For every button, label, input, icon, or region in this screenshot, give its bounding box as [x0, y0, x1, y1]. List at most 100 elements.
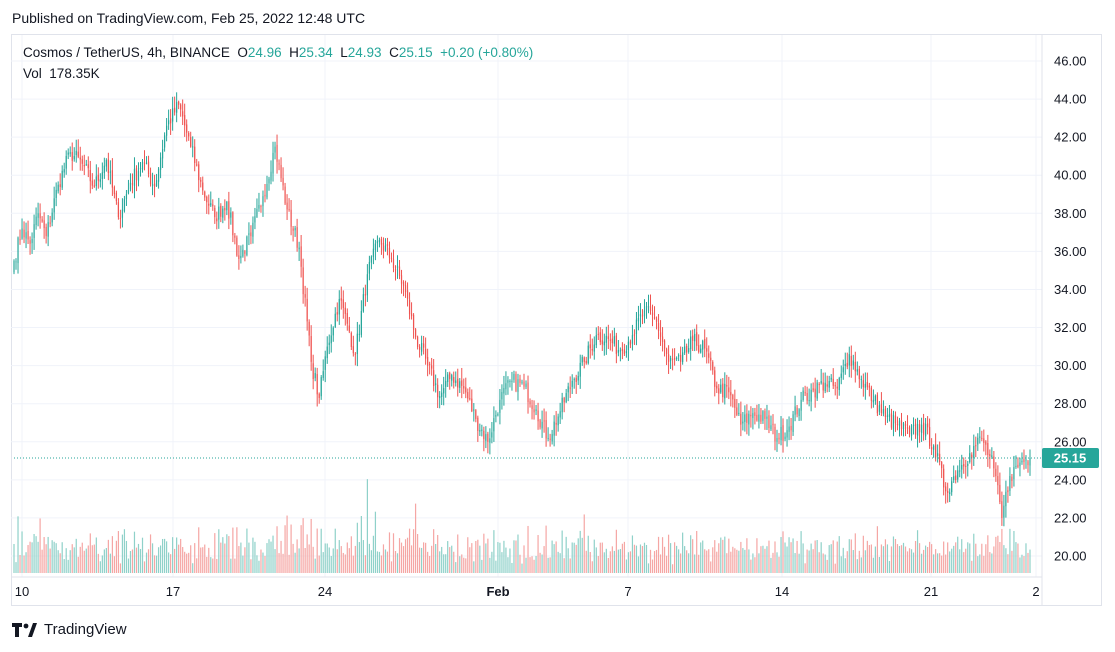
volume-bar [768, 540, 770, 573]
volume-bar [539, 552, 541, 573]
volume-bar [752, 553, 754, 573]
volume-bar [449, 547, 451, 573]
candle-body [25, 232, 27, 239]
candle-body [589, 344, 591, 349]
candle-body [858, 368, 860, 380]
candle-body [246, 236, 248, 255]
candle-body [469, 398, 471, 400]
volume-bar [878, 556, 881, 573]
candle-body [431, 365, 433, 369]
tradingview-logo-icon[interactable] [12, 622, 38, 638]
volume-bar [284, 525, 286, 573]
volume-bar [985, 544, 987, 573]
candle-body [943, 468, 945, 488]
volume-bar [455, 562, 457, 573]
candle-body [376, 241, 379, 244]
volume-bar [159, 545, 162, 573]
volume-bar [324, 543, 326, 573]
volume-bar [230, 558, 232, 573]
chart-frame[interactable] [11, 34, 1102, 606]
volume-bar [340, 546, 342, 573]
candle-body [549, 438, 551, 440]
volume-bar [914, 540, 917, 573]
candle-body [360, 310, 362, 335]
volume-bar [507, 557, 509, 573]
candle-body [180, 104, 182, 110]
volume-bar [834, 563, 836, 573]
volume-bar [609, 551, 611, 573]
candle-body [659, 332, 662, 337]
volume-bar [655, 549, 658, 573]
price-tick-label: 40.00 [1054, 168, 1087, 183]
volume-value: 178.35K [49, 66, 100, 81]
candle-body [726, 385, 728, 387]
candle-body [748, 413, 750, 425]
candle-body [613, 336, 615, 344]
volume-bar [348, 548, 350, 573]
candle-body [848, 354, 850, 366]
candle-body [481, 429, 483, 431]
volume-bar [569, 558, 571, 573]
candle-body [73, 155, 75, 160]
volume-bar [884, 539, 887, 573]
volume-bar [860, 557, 862, 573]
volume-bar [933, 554, 935, 573]
candle-body [995, 468, 997, 477]
candle-body [310, 336, 312, 362]
volume-bar [808, 550, 810, 573]
volume-bar [866, 540, 868, 573]
time-tick-label: 14 [775, 584, 789, 599]
volume-bar [226, 534, 228, 573]
candle-body [487, 433, 489, 442]
volume-bar [15, 562, 17, 573]
price-tick-label: 38.00 [1054, 206, 1087, 221]
volume-bar [886, 544, 889, 573]
candle-body [276, 144, 278, 162]
candle-body [433, 370, 435, 386]
volume-bar [176, 537, 178, 573]
volume-bar [772, 552, 774, 573]
volume-bar [153, 555, 156, 573]
candle-body [880, 404, 883, 413]
candle-body [561, 397, 563, 413]
candle-body [694, 333, 696, 342]
candle-body [543, 420, 545, 422]
candle-body [57, 184, 59, 192]
candle-body [206, 196, 208, 203]
volume-bar [929, 541, 931, 573]
volume-bar [354, 545, 356, 573]
candle-body [306, 298, 308, 322]
candle-body [1013, 467, 1015, 480]
candle-body [382, 242, 385, 251]
volume-bar [101, 555, 103, 573]
volume-bar [210, 557, 212, 573]
candle-body [828, 380, 830, 388]
volume-bar [362, 540, 364, 573]
symbol-label[interactable]: Cosmos / TetherUS, 4h, BINANCE [23, 45, 230, 60]
candle-body [754, 412, 756, 416]
candle-body [688, 348, 690, 352]
volume-bar [720, 537, 722, 573]
candle-body [47, 222, 49, 237]
volume-bar [481, 559, 483, 573]
candle-body [288, 209, 290, 211]
candle-body [91, 180, 93, 186]
tradingview-brand[interactable]: TradingView [44, 621, 127, 638]
candle-body [1023, 459, 1025, 463]
volume-bar [545, 525, 547, 573]
volume-bar [918, 543, 921, 573]
volume-bar [513, 540, 515, 573]
volume-bar [445, 554, 447, 573]
candle-body [611, 338, 613, 344]
volume-bar [969, 543, 971, 573]
volume-bar [814, 540, 816, 573]
candle-body [103, 165, 105, 174]
volume-bar [45, 544, 47, 573]
volume-bar [19, 554, 21, 573]
candle-body [768, 415, 770, 429]
volume-bar [555, 541, 557, 573]
last-price-tag: 25.15 [1042, 447, 1099, 468]
volume-bar [457, 534, 459, 573]
candle-body [637, 318, 640, 322]
